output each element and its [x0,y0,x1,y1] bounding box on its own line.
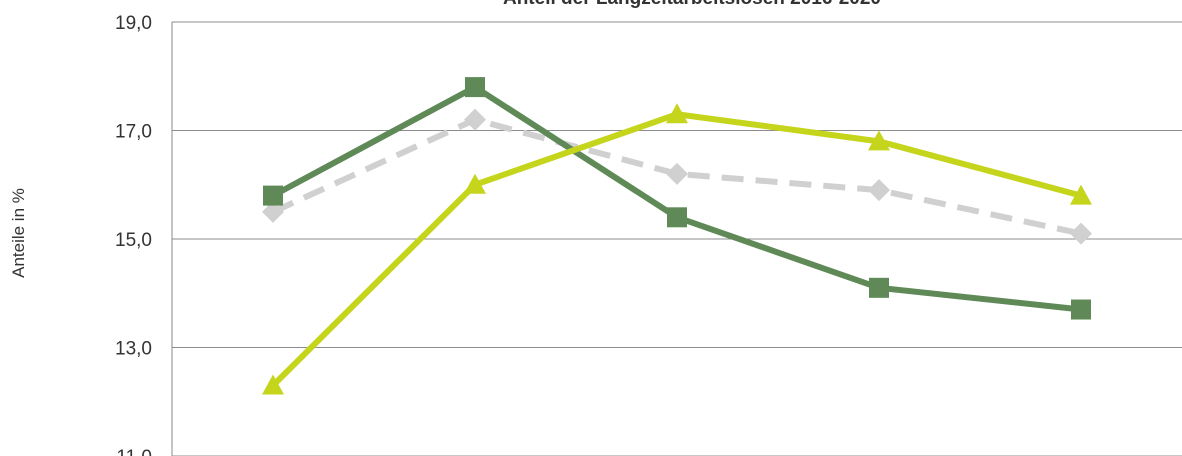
y-tick-label: 13,0 [115,339,152,360]
data-point-diamond [1070,222,1092,245]
gridlines [172,21,1182,456]
series-diamond [262,108,1092,245]
series-triangle [262,103,1092,395]
data-point-square [1071,299,1091,320]
data-point-square [465,77,485,98]
data-point-diamond [262,200,284,223]
series-group [262,77,1092,395]
y-tick-labels: 11,0 13,0 15,0 17,0 19,0 [115,13,152,456]
y-tick-label: 17,0 [115,122,152,143]
series-line [270,111,1082,388]
data-point-diamond [464,108,486,131]
data-point-square [667,207,687,228]
data-point-triangle [262,374,284,395]
series-square [263,77,1091,320]
data-point-triangle [868,130,890,151]
y-tick-label: 11,0 [116,447,152,456]
data-point-square [263,185,283,206]
y-axis-title: Anteile in % [9,188,28,278]
series-line [271,116,1082,237]
chart-title: Anteil der Langzeitarbeitslosen 2016-202… [503,0,881,9]
data-point-diamond [868,179,890,202]
data-point-triangle [666,103,688,124]
y-tick-label: 15,0 [115,230,152,251]
data-point-triangle [1070,184,1092,205]
data-point-square [869,277,889,298]
data-point-diamond [666,162,688,185]
y-tick-label: 19,0 [115,13,152,34]
data-point-triangle [464,173,486,194]
